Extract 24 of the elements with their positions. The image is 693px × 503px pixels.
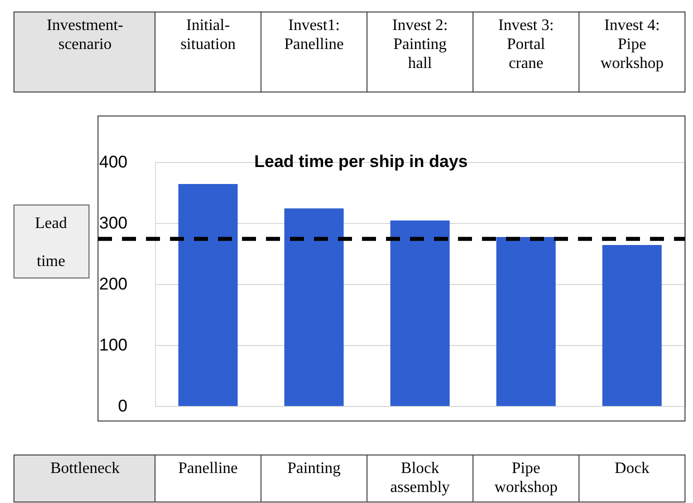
x-tick-label: Invest 4: Pipe workshop [600, 17, 664, 72]
bar [284, 208, 344, 406]
x-axis-title: Investment- scenario [46, 17, 124, 53]
x-tick-label: Initial- situation [180, 17, 236, 53]
x-tick-label: Invest 3: Portal crane [498, 17, 554, 72]
bar [602, 244, 662, 406]
text: Dock [614, 460, 650, 477]
chart-title: Lead time per ship in days [254, 152, 468, 171]
text: Lead time [35, 215, 67, 270]
bar [178, 184, 238, 406]
y-tick-label: 200 [99, 274, 128, 294]
bar [496, 237, 556, 406]
y-tick-label: 0 [118, 396, 128, 416]
text: Painting [287, 460, 341, 477]
text: Pipe workshop [494, 460, 558, 496]
x-tick-label: Invest1: Panelline [284, 17, 344, 53]
text: Block assembly [390, 460, 450, 496]
x-tick-label: Invest 2: Painting hall [392, 17, 448, 72]
y-tick-label: 300 [99, 214, 128, 232]
text: Bottleneck [50, 460, 120, 477]
y-tick-label: 100 [99, 336, 128, 354]
bar [390, 220, 450, 406]
text: Panelline [178, 460, 238, 477]
y-tick-label: 400 [99, 152, 128, 172]
